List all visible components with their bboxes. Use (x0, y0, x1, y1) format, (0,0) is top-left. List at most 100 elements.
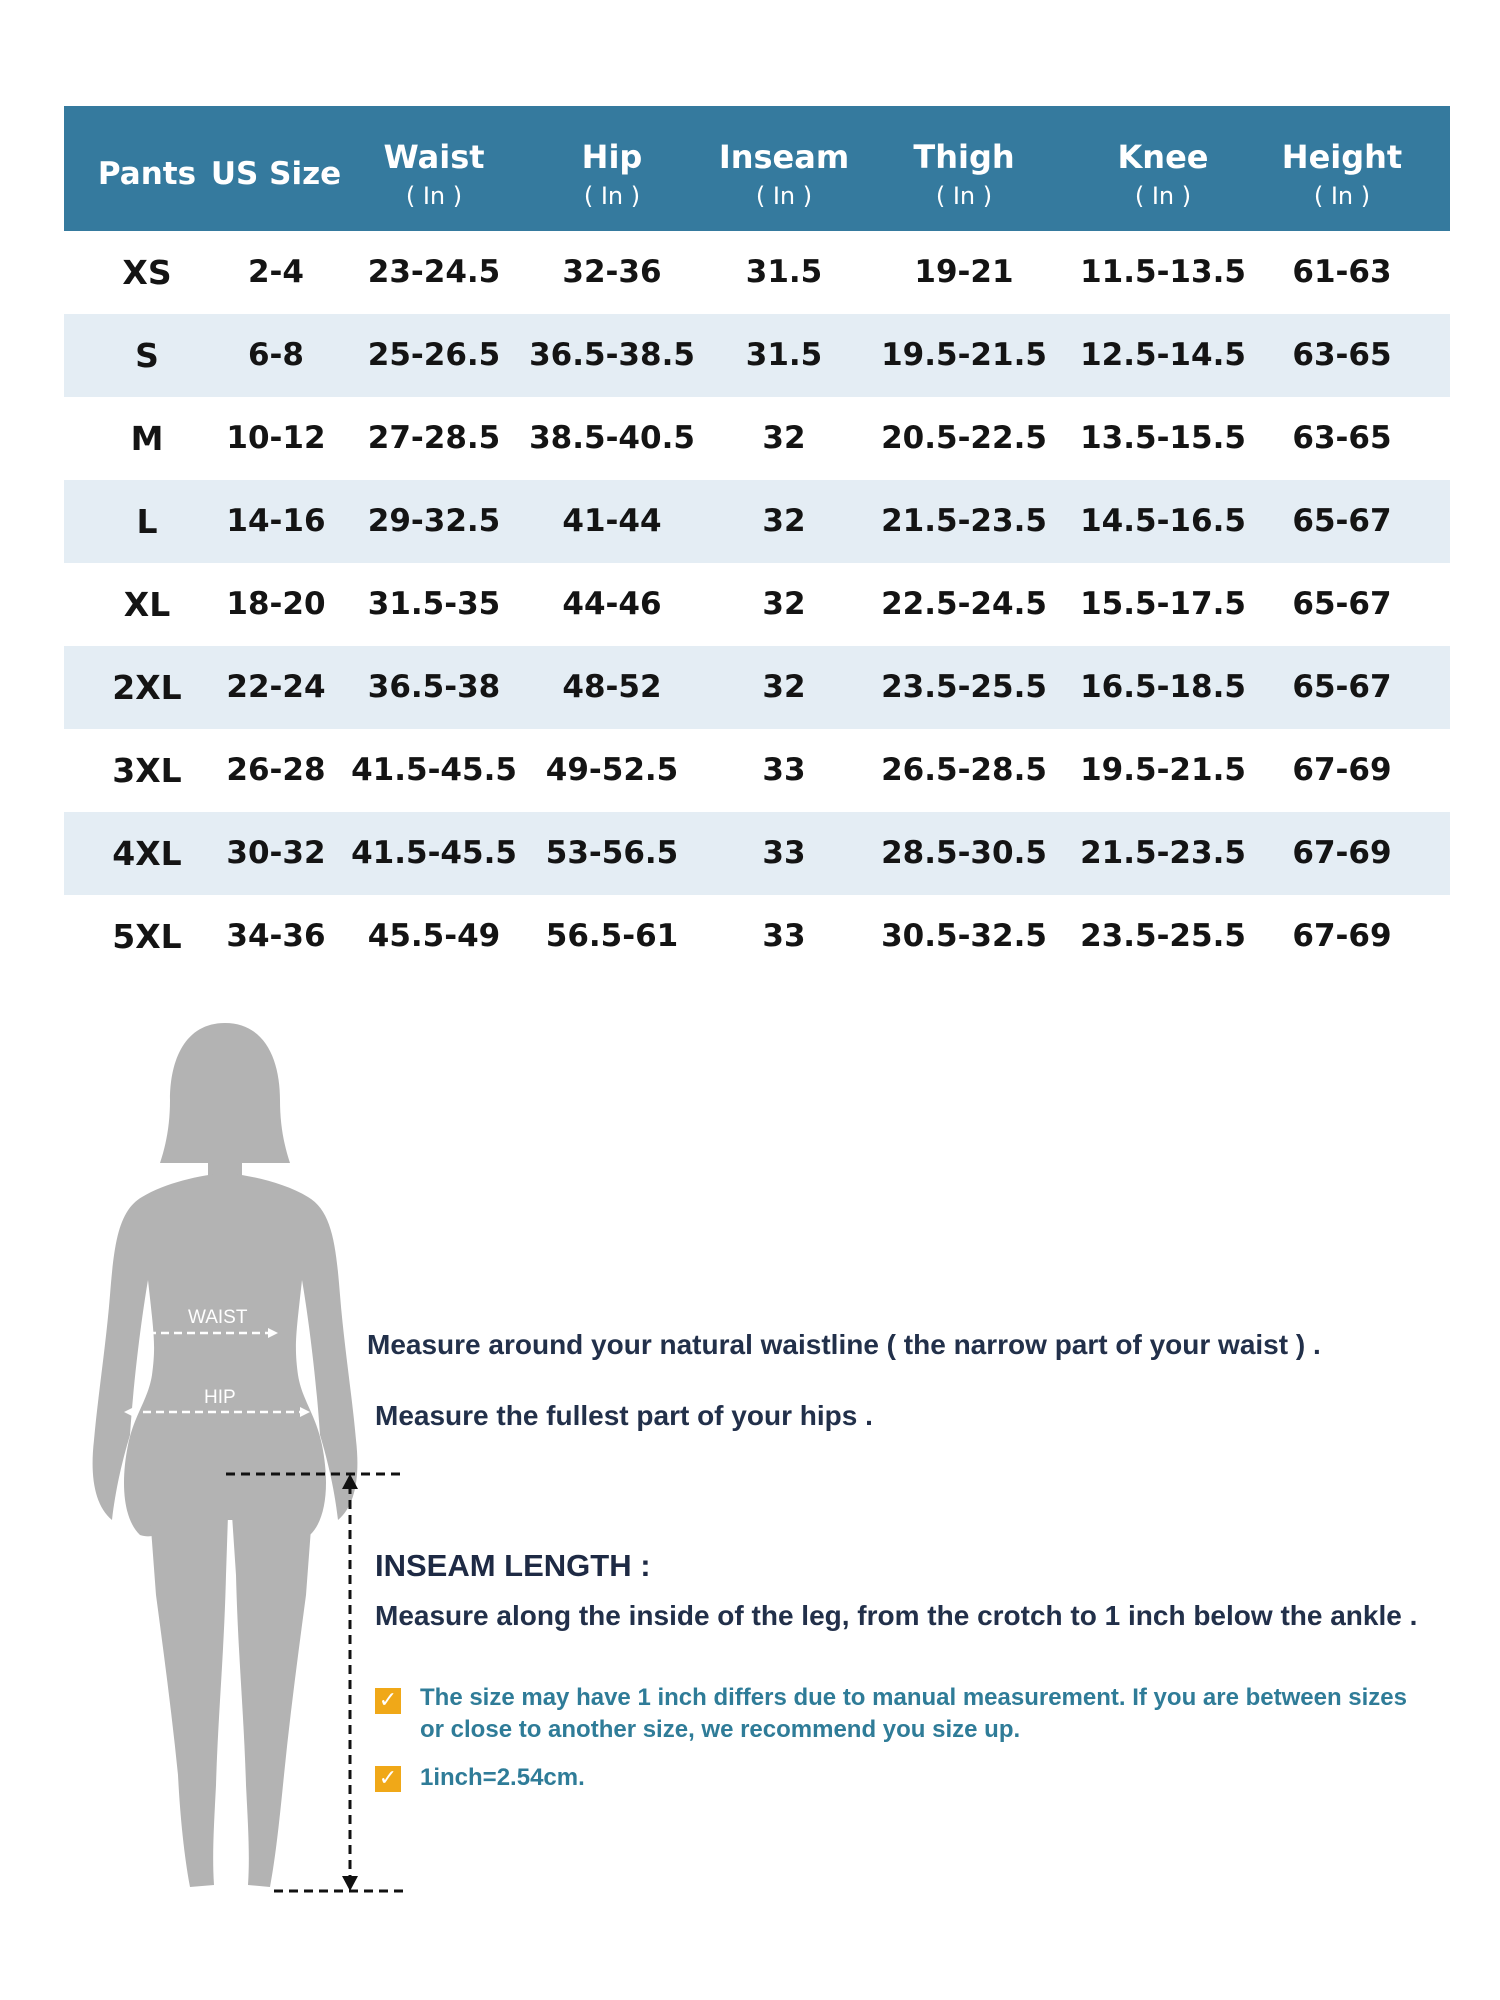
header-waist-label: Waist (383, 138, 485, 176)
cell-us-size: 26-28 (226, 752, 326, 788)
cell-knee: 13.5-15.5 (1080, 420, 1246, 456)
cell-inseam: 32 (762, 503, 806, 539)
cell-knee: 14.5-16.5 (1080, 503, 1246, 539)
inseam-title: INSEAM LENGTH : (375, 1548, 651, 1583)
cell-inseam: 33 (762, 918, 806, 954)
cell-thigh: 30.5-32.5 (881, 918, 1047, 954)
cell-hip: 32-36 (562, 254, 662, 290)
cell-inseam: 32 (762, 669, 806, 705)
cell-waist: 41.5-45.5 (351, 835, 517, 871)
table-row: 4XL 30-32 41.5-45.5 53-56.5 33 28.5-30.5 21.5-… (64, 812, 1450, 895)
cell-height: 65-67 (1292, 669, 1392, 705)
cell-inseam: 33 (762, 835, 806, 871)
cell-height: 61-63 (1292, 254, 1392, 290)
cell-us-size: 14-16 (226, 503, 326, 539)
table-row: M 10-12 27-28.5 38.5-40.5 32 20.5-22.5 13.5-15… (64, 397, 1450, 480)
cell-us-size: 34-36 (226, 918, 326, 954)
cell-thigh: 26.5-28.5 (881, 752, 1047, 788)
cell-height: 63-65 (1292, 337, 1392, 373)
header-thigh-unit: ( In ) (935, 182, 993, 210)
table-row: 3XL 26-28 41.5-45.5 49-52.5 33 26.5-28.5 19.5-… (64, 729, 1450, 812)
cell-us-size: 6-8 (247, 337, 305, 373)
header-inseam-label: Inseam (718, 138, 850, 176)
hip-instruction: Measure the fullest part of your hips . (375, 1400, 873, 1431)
cell-knee: 16.5-18.5 (1080, 669, 1246, 705)
cell-hip: 49-52.5 (545, 752, 679, 788)
header-us-size: US Size (211, 156, 341, 192)
body-measurement-figure: WAIST HIP (90, 1015, 430, 1905)
cell-us-size: 2-4 (247, 254, 305, 290)
cell-pants-size: 5XL (112, 917, 182, 956)
cell-us-size: 30-32 (226, 835, 326, 871)
cell-height: 67-69 (1292, 918, 1392, 954)
cell-knee: 21.5-23.5 (1080, 835, 1246, 871)
cell-waist: 25-26.5 (367, 337, 501, 373)
cell-knee: 15.5-17.5 (1080, 586, 1246, 622)
cell-hip: 38.5-40.5 (529, 420, 695, 456)
header-inseam: Inseam ( In ) (719, 138, 849, 210)
table-row: S 6-8 25-26.5 36.5-38.5 31.5 19.5-21.5 12.5-14… (64, 314, 1450, 397)
cell-thigh: 20.5-22.5 (881, 420, 1047, 456)
cell-thigh: 19-21 (914, 254, 1014, 290)
header-height-label: Height (1281, 138, 1403, 176)
cell-inseam: 31.5 (745, 337, 823, 373)
cell-waist: 31.5-35 (367, 586, 501, 622)
cell-pants-size: XS (122, 253, 172, 292)
cell-hip: 36.5-38.5 (529, 337, 695, 373)
cell-inseam: 32 (762, 420, 806, 456)
cell-waist: 23-24.5 (367, 254, 501, 290)
hip-label: HIP (204, 1387, 236, 1408)
cell-height: 67-69 (1292, 835, 1392, 871)
cell-waist: 36.5-38 (367, 669, 501, 705)
header-inseam-unit: ( In ) (755, 182, 813, 210)
table-row: XL 18-20 31.5-35 44-46 32 22.5-24.5 15.5-17.5 6… (64, 563, 1450, 646)
cell-pants-size: 3XL (112, 751, 182, 790)
cell-waist: 27-28.5 (367, 420, 501, 456)
cell-knee: 11.5-13.5 (1080, 254, 1246, 290)
header-knee: Knee ( In ) (1118, 138, 1209, 210)
cell-height: 63-65 (1292, 420, 1392, 456)
checkmark-icon: ✓ (375, 1688, 401, 1714)
cell-hip: 41-44 (562, 503, 662, 539)
header-thigh: Thigh ( In ) (913, 138, 1014, 210)
header-hip: Hip ( In ) (582, 138, 643, 210)
header-pants: Pants (98, 156, 196, 192)
cell-inseam: 33 (762, 752, 806, 788)
inseam-instruction: Measure along the inside of the leg, fro… (375, 1600, 1418, 1631)
conversion-note: 1inch=2.54cm. (420, 1764, 585, 1791)
cell-height: 65-67 (1292, 503, 1392, 539)
header-height: Height ( In ) (1282, 138, 1402, 210)
cell-thigh: 23.5-25.5 (881, 669, 1047, 705)
header-waist: Waist ( In ) (383, 138, 484, 210)
table-row: XS 2-4 23-24.5 32-36 31.5 19-21 11.5-13.5 61-63 (64, 231, 1450, 314)
cell-hip: 53-56.5 (545, 835, 679, 871)
checkmark-icon: ✓ (375, 1766, 401, 1792)
cell-pants-size: XL (123, 585, 171, 624)
cell-pants-size: 4XL (112, 834, 182, 873)
header-thigh-label: Thigh (913, 138, 1015, 176)
size-note: The size may have 1 inch differs due to … (420, 1684, 1407, 1743)
table-row: L 14-16 29-32.5 41-44 32 21.5-23.5 14.5-16.5 65… (64, 480, 1450, 563)
header-knee-unit: ( In ) (1134, 182, 1192, 210)
cell-pants-size: L (136, 502, 158, 541)
cell-pants-size: 2XL (112, 668, 182, 707)
cell-hip: 48-52 (562, 669, 662, 705)
table-row: 2XL 22-24 36.5-38 48-52 32 23.5-25.5 16.5-18.5… (64, 646, 1450, 729)
cell-waist: 45.5-49 (367, 918, 501, 954)
header-height-unit: ( In ) (1313, 182, 1371, 210)
cell-pants-size: M (130, 419, 164, 458)
waist-instruction: Measure around your natural waistline ( … (367, 1329, 1321, 1360)
cell-waist: 41.5-45.5 (351, 752, 517, 788)
cell-us-size: 10-12 (226, 420, 326, 456)
table-header: Pants US Size Waist ( In ) Hip ( In ) In… (64, 106, 1450, 231)
cell-us-size: 18-20 (226, 586, 326, 622)
cell-height: 65-67 (1292, 586, 1392, 622)
cell-knee: 19.5-21.5 (1080, 752, 1246, 788)
cell-thigh: 22.5-24.5 (881, 586, 1047, 622)
cell-knee: 23.5-25.5 (1080, 918, 1246, 954)
header-hip-unit: ( In ) (583, 182, 641, 210)
header-waist-unit: ( In ) (405, 182, 463, 210)
cell-inseam: 31.5 (745, 254, 823, 290)
cell-us-size: 22-24 (226, 669, 326, 705)
header-hip-label: Hip (581, 138, 643, 176)
